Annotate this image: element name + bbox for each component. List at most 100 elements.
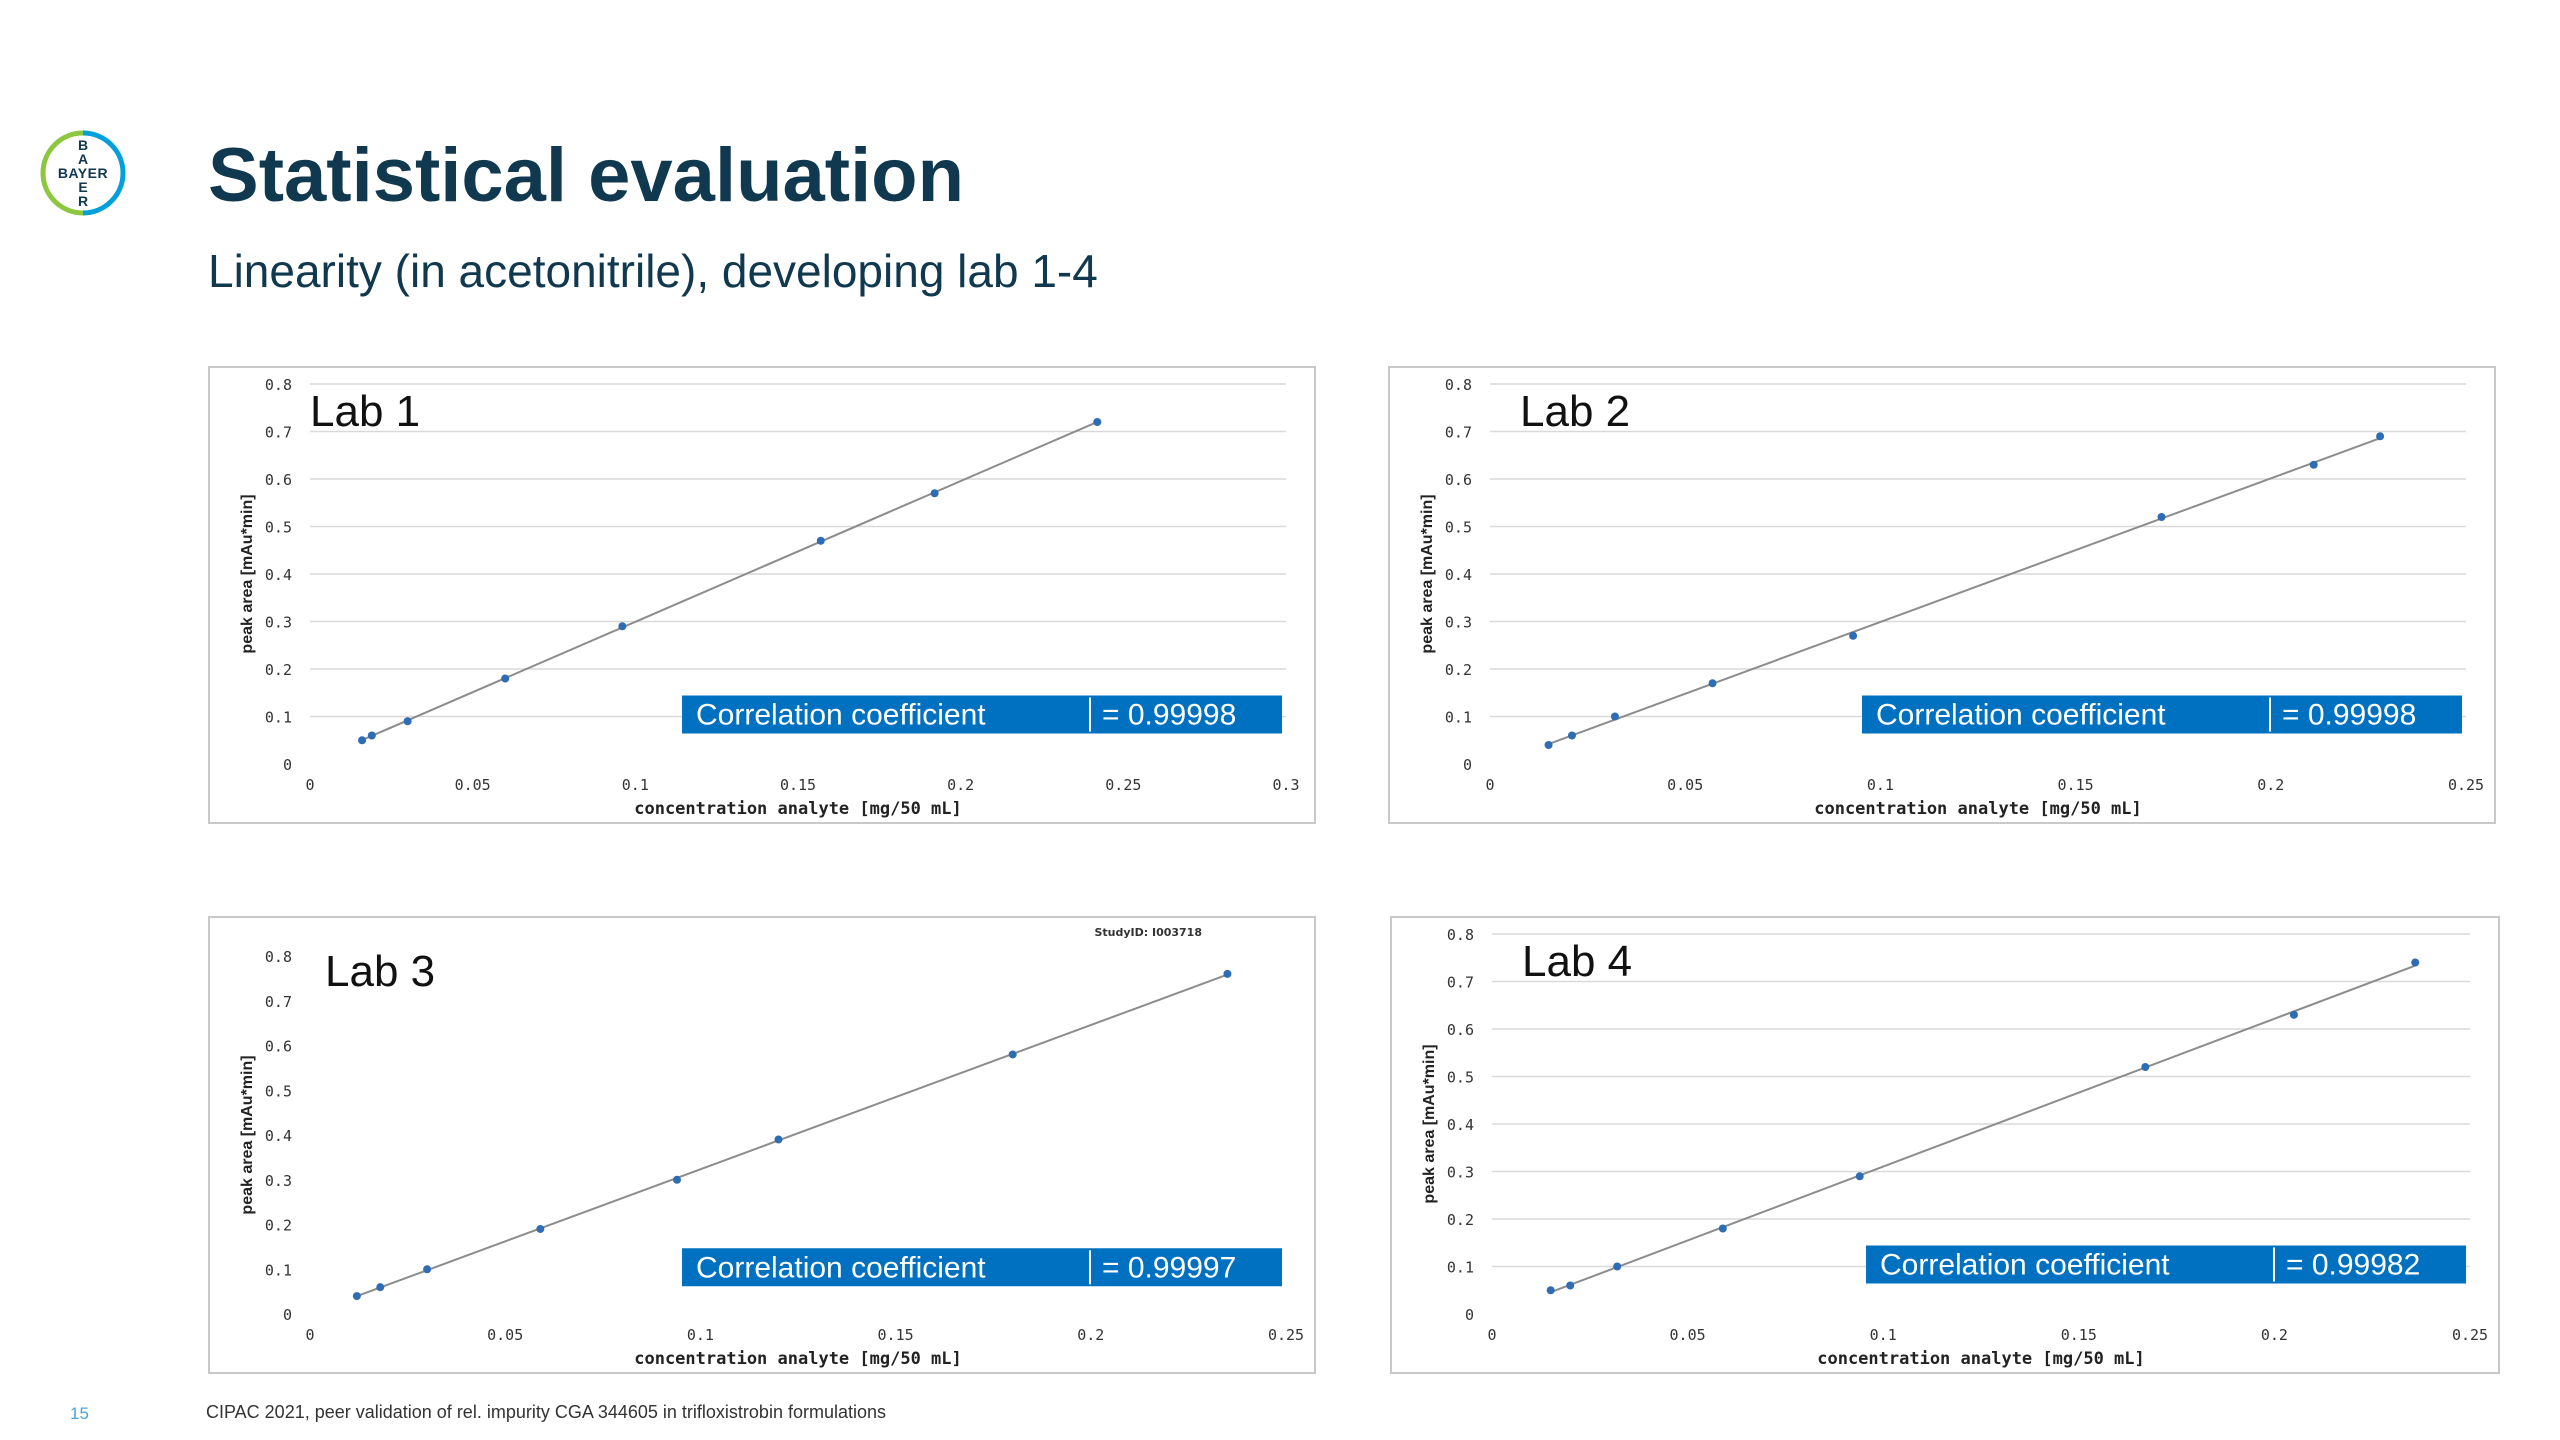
data-point xyxy=(1008,1050,1017,1059)
data-point xyxy=(1610,712,1619,721)
x-axis-label: concentration analyte [mg/50 mL] xyxy=(634,799,962,819)
data-point xyxy=(1855,1172,1864,1181)
chart-title: Lab 2 xyxy=(1520,387,1630,436)
y-tick-label: 0 xyxy=(283,756,292,774)
y-tick-label: 0.2 xyxy=(1447,1211,1474,1229)
y-tick-label: 0.3 xyxy=(1445,614,1472,632)
correlation-box xyxy=(682,695,1282,734)
y-tick-label: 0.1 xyxy=(265,709,292,727)
data-point xyxy=(2309,460,2318,469)
page-title: Statistical evaluation xyxy=(208,133,965,218)
y-tick-label: 0.4 xyxy=(265,566,292,584)
data-point xyxy=(1093,418,1102,426)
correlation-label: Correlation coefficient xyxy=(1876,699,2166,732)
chart-panel-lab-4: 0 0.1 0.2 0.3 0.4 0.5 0.6 0.7 0.8 0 0.05 0.1 0.15 0.2… xyxy=(1390,916,2500,1374)
x-tick-label: 0.2 xyxy=(947,776,974,794)
data-point xyxy=(1708,679,1717,688)
x-tick-label: 0.05 xyxy=(487,1326,523,1344)
y-tick-label: 0.5 xyxy=(265,1082,292,1100)
correlation-label: Correlation coefficient xyxy=(696,1251,986,1284)
x-tick-label: 0.1 xyxy=(622,776,649,794)
y-tick-label: 0.7 xyxy=(265,993,292,1011)
data-point xyxy=(1718,1224,1727,1233)
x-tick-label: 0 xyxy=(305,1326,314,1344)
chart-title: Lab 4 xyxy=(1522,937,1632,986)
y-tick-label: 0.2 xyxy=(265,661,292,679)
x-tick-label: 0.1 xyxy=(1870,1326,1897,1344)
y-tick-label: 0.2 xyxy=(1445,661,1472,679)
study-id-note: StudyID: I003718 xyxy=(1094,926,1202,939)
y-tick-label: 0.4 xyxy=(1447,1116,1474,1134)
trendline xyxy=(361,420,1098,742)
y-axis-label: peak area [mAu*min] xyxy=(239,494,256,653)
x-tick-label: 0.25 xyxy=(1105,776,1141,794)
y-tick-label: 0.5 xyxy=(1445,519,1472,537)
data-point xyxy=(1567,731,1576,740)
slide-number: 15 xyxy=(70,1404,89,1423)
data-point xyxy=(930,489,939,498)
data-point xyxy=(2141,1063,2150,1071)
data-point xyxy=(1223,969,1232,978)
chart-lab-4: 0 0.1 0.2 0.3 0.4 0.5 0.6 0.7 0.8 0 0.05 0.1 0.15 0.2… xyxy=(1421,926,2488,1369)
x-tick-label: 0.25 xyxy=(2452,1326,2488,1344)
y-tick-label: 0 xyxy=(283,1306,292,1324)
y-tick-label: 0.8 xyxy=(265,948,292,966)
y-tick-label: 0.5 xyxy=(1447,1069,1474,1087)
correlation-box xyxy=(1866,1245,2466,1284)
x-tick-label: 0.2 xyxy=(2261,1326,2288,1344)
data-point xyxy=(352,1292,361,1301)
chart-title: Lab 1 xyxy=(310,387,420,436)
data-point xyxy=(1849,631,1858,640)
x-tick-label: 0 xyxy=(1485,776,1494,794)
y-tick-label: 0.7 xyxy=(265,424,292,442)
y-tick-label: 0.3 xyxy=(1447,1164,1474,1182)
x-tick-label: 0.1 xyxy=(1867,776,1894,794)
data-point xyxy=(1546,1286,1555,1295)
x-tick-label: 0.2 xyxy=(2257,776,2284,794)
correlation-label: Correlation coefficient xyxy=(696,699,986,732)
data-point xyxy=(2157,513,2166,521)
x-tick-label: 0.05 xyxy=(1667,776,1703,794)
y-tick-label: 0.6 xyxy=(1447,1021,1474,1039)
chart-panel-lab-1: 0 0.1 0.2 0.3 0.4 0.5 0.6 0.7 0.8 0 0.05 0.1 0.15 0.2… xyxy=(208,366,1316,824)
x-tick-label: 0.1 xyxy=(687,1326,714,1344)
y-tick-label: 0.2 xyxy=(265,1217,292,1235)
trendline xyxy=(1548,437,2381,745)
x-tick-label: 0.2 xyxy=(1077,1326,1104,1344)
logo-letter: B xyxy=(78,137,88,153)
chart-lab-3: 0 0.1 0.2 0.3 0.4 0.5 0.6 0.7 0.8 0 0.05 0.1 0.15 0.2… xyxy=(239,926,1304,1369)
data-point xyxy=(1544,741,1553,749)
logo-letter: A xyxy=(78,151,88,167)
y-tick-label: 0.4 xyxy=(1445,566,1472,584)
x-tick-label: 0.05 xyxy=(1670,1326,1706,1344)
y-tick-label: 0.1 xyxy=(1445,709,1472,727)
y-tick-label: 0.1 xyxy=(1447,1259,1474,1277)
y-axis-label: peak area [mAu*min] xyxy=(239,1055,256,1214)
x-tick-label: 0.3 xyxy=(1272,776,1299,794)
data-point xyxy=(672,1175,681,1184)
chart-lab-2: 0 0.1 0.2 0.3 0.4 0.5 0.6 0.7 0.8 0 0.05 0.1 0.15 0.2… xyxy=(1419,376,2484,819)
x-tick-label: 0.15 xyxy=(2061,1326,2097,1344)
x-tick-label: 0.15 xyxy=(780,776,816,794)
data-point xyxy=(536,1224,545,1233)
correlation-value: = 0.99998 xyxy=(1102,699,1236,732)
y-tick-label: 0.7 xyxy=(1445,424,1472,442)
x-tick-label: 0.05 xyxy=(455,776,491,794)
chart-panel-lab-3: 0 0.1 0.2 0.3 0.4 0.5 0.6 0.7 0.8 0 0.05 0.1 0.15 0.2… xyxy=(208,916,1316,1374)
y-tick-label: 0.6 xyxy=(1445,471,1472,489)
data-point xyxy=(816,536,825,545)
correlation-box xyxy=(682,1248,1282,1287)
footer-text: CIPAC 2021, peer validation of rel. impu… xyxy=(206,1402,886,1422)
correlation-value: = 0.99982 xyxy=(2286,1249,2420,1282)
y-tick-label: 0 xyxy=(1463,756,1472,774)
logo-text-row: BAYER xyxy=(58,165,108,181)
data-point xyxy=(376,1283,385,1292)
y-tick-label: 0.1 xyxy=(265,1261,292,1279)
data-point xyxy=(2411,958,2420,967)
data-point xyxy=(2289,1010,2298,1019)
logo-letter: R xyxy=(78,193,88,209)
x-tick-label: 0 xyxy=(305,776,314,794)
x-axis-label: concentration analyte [mg/50 mL] xyxy=(1814,799,2142,819)
